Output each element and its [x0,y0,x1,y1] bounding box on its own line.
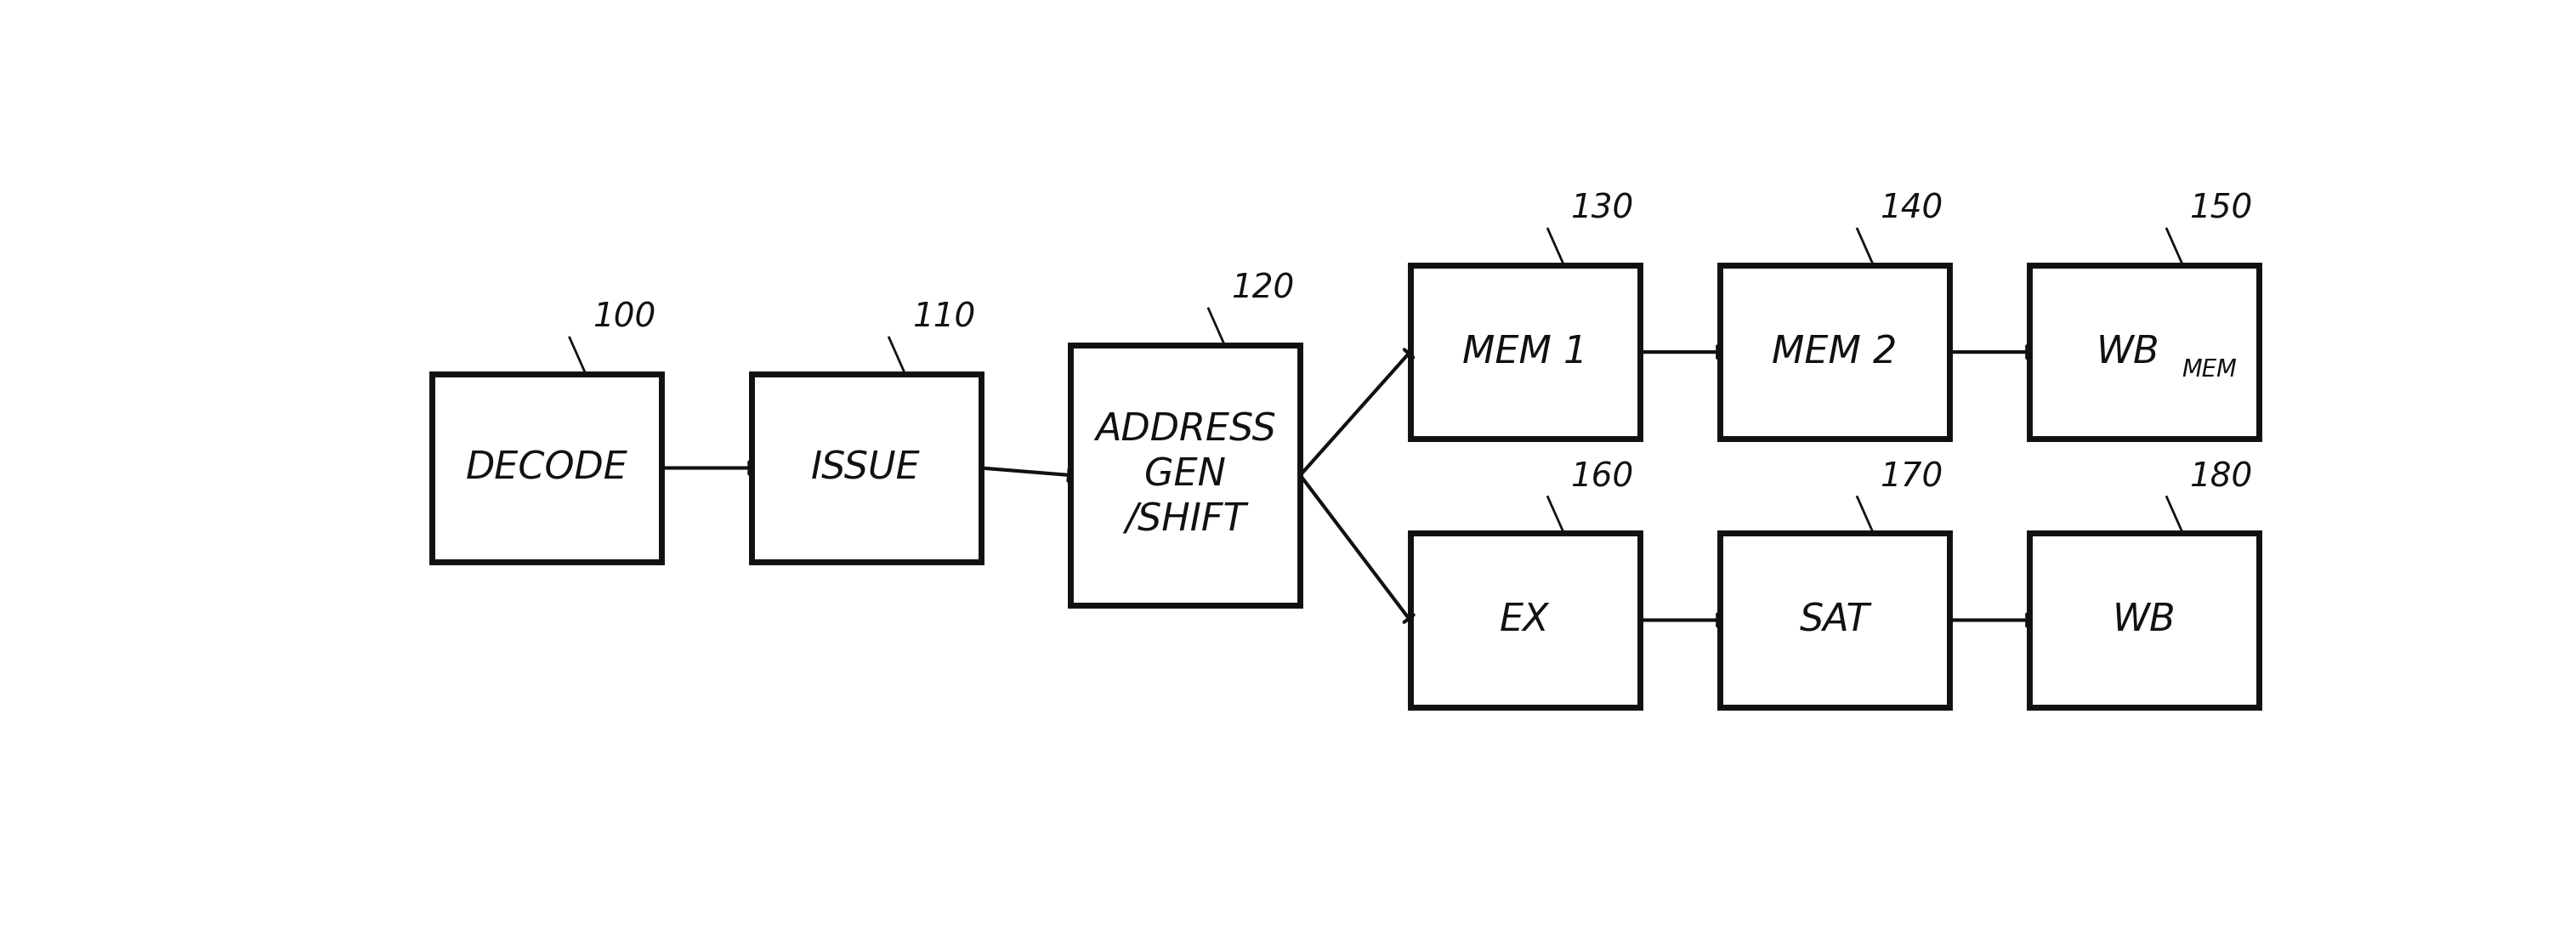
Text: 120: 120 [1231,273,1296,305]
Bar [1409,265,1641,439]
Bar [1721,534,1950,707]
Text: 160: 160 [1571,461,1633,493]
Text: WB: WB [2097,334,2159,371]
Bar [2030,534,2259,707]
Text: ISSUE: ISSUE [811,450,920,486]
Bar [2030,265,2259,439]
Text: MEM 2: MEM 2 [1772,334,1896,371]
Text: WB: WB [2112,602,2174,638]
Text: MEM 1: MEM 1 [1463,334,1587,371]
Text: 170: 170 [1880,461,1942,493]
Text: 110: 110 [912,302,976,334]
Text: 150: 150 [2190,193,2254,225]
Bar [1409,534,1641,707]
Bar [752,374,981,562]
Text: DECODE: DECODE [466,450,629,486]
Text: 100: 100 [592,302,657,334]
Bar [433,374,662,562]
Text: 180: 180 [2190,461,2254,493]
Text: EX: EX [1499,602,1551,638]
Bar [1072,344,1301,606]
Bar [1721,265,1950,439]
Text: MEM: MEM [2182,359,2236,382]
Text: 130: 130 [1571,193,1633,225]
Text: ADDRESS
GEN
/SHIFT: ADDRESS GEN /SHIFT [1095,412,1275,538]
Text: 140: 140 [1880,193,1942,225]
Text: SAT: SAT [1798,602,1870,638]
